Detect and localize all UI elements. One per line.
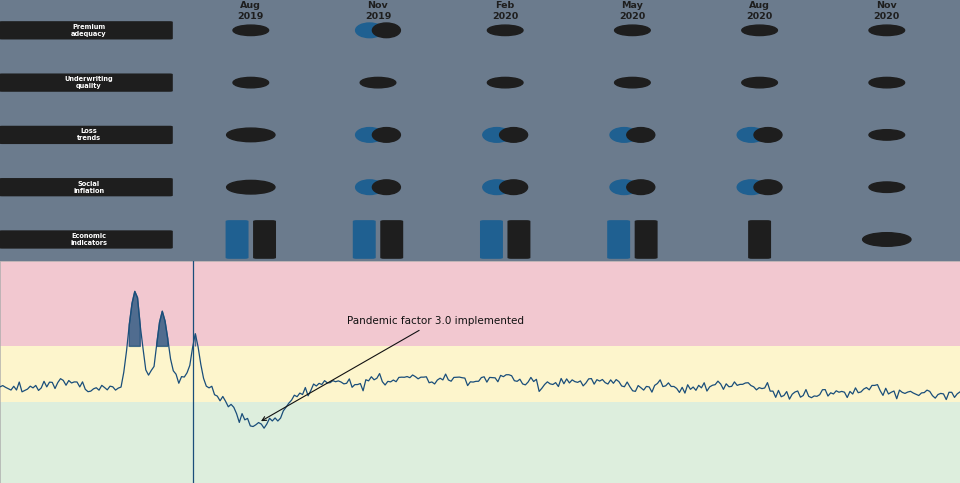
Text: Feb
2020: Feb 2020 [492,1,518,21]
Ellipse shape [627,180,655,195]
Ellipse shape [742,77,778,88]
Text: Aug
2020: Aug 2020 [747,1,773,21]
Bar [0,261,960,346]
FancyBboxPatch shape [480,220,503,259]
Ellipse shape [610,128,638,142]
Text: Underwriting
quality: Underwriting quality [64,76,113,89]
Ellipse shape [227,180,275,194]
Bar [0,346,960,402]
Ellipse shape [754,180,782,195]
Text: Premium
adequacy: Premium adequacy [71,24,107,37]
Ellipse shape [483,128,511,142]
Ellipse shape [360,77,396,88]
Ellipse shape [737,128,765,142]
Text: Loss
trends: Loss trends [77,128,101,142]
Ellipse shape [869,77,904,88]
FancyBboxPatch shape [508,220,531,259]
Ellipse shape [355,128,384,142]
FancyBboxPatch shape [0,21,173,40]
Ellipse shape [355,23,384,38]
Ellipse shape [869,25,904,36]
Ellipse shape [627,128,655,142]
Ellipse shape [614,25,650,36]
Text: Nov
2020: Nov 2020 [874,1,900,21]
Ellipse shape [499,128,528,142]
Text: Economic
indicators: Economic indicators [70,233,108,246]
Ellipse shape [614,77,650,88]
Ellipse shape [863,233,911,246]
FancyBboxPatch shape [635,220,658,259]
Ellipse shape [742,25,778,36]
Ellipse shape [754,128,782,142]
Ellipse shape [737,180,765,195]
Ellipse shape [233,25,269,36]
Text: Pandemic factor 3.0 implemented: Pandemic factor 3.0 implemented [262,316,523,421]
Ellipse shape [483,180,511,195]
Ellipse shape [372,180,400,195]
Ellipse shape [499,180,528,195]
Ellipse shape [869,129,904,140]
Ellipse shape [355,180,384,195]
Bar [0,402,960,483]
Ellipse shape [372,23,400,38]
Text: May
2020: May 2020 [619,1,645,21]
Ellipse shape [227,128,275,142]
Ellipse shape [372,128,400,142]
Text: Social
inflation: Social inflation [73,181,105,194]
Ellipse shape [488,25,523,36]
FancyBboxPatch shape [0,178,173,197]
FancyBboxPatch shape [748,220,771,259]
FancyBboxPatch shape [0,73,173,92]
Text: Aug
2019: Aug 2019 [238,1,264,21]
FancyBboxPatch shape [607,220,630,259]
FancyBboxPatch shape [352,220,375,259]
FancyBboxPatch shape [0,230,173,249]
FancyBboxPatch shape [226,220,249,259]
FancyBboxPatch shape [0,126,173,144]
Text: Nov
2019: Nov 2019 [365,1,391,21]
FancyBboxPatch shape [253,220,276,259]
Ellipse shape [869,182,904,192]
FancyBboxPatch shape [380,220,403,259]
Ellipse shape [233,77,269,88]
Ellipse shape [488,77,523,88]
Ellipse shape [610,180,638,195]
